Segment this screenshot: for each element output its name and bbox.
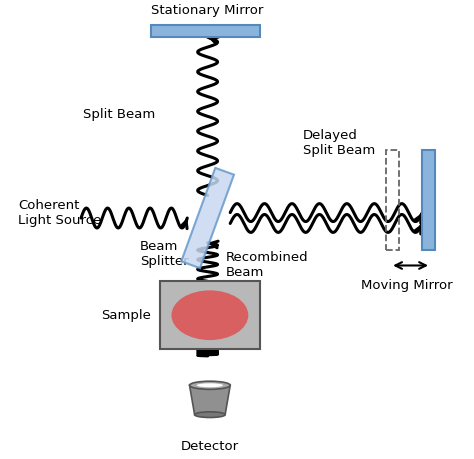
Ellipse shape xyxy=(197,383,223,387)
Ellipse shape xyxy=(172,291,248,340)
Text: Split Beam: Split Beam xyxy=(83,107,155,121)
Bar xyxy=(151,24,260,37)
Text: Stationary Mirror: Stationary Mirror xyxy=(151,4,264,17)
Text: Recombined
Beam: Recombined Beam xyxy=(226,252,308,280)
Polygon shape xyxy=(181,168,234,268)
Bar xyxy=(160,281,260,349)
Text: Coherent
Light Source: Coherent Light Source xyxy=(18,200,101,228)
Ellipse shape xyxy=(195,412,225,418)
Ellipse shape xyxy=(190,381,230,389)
Text: Sample: Sample xyxy=(101,309,151,322)
Bar xyxy=(422,150,435,250)
Text: Moving Mirror: Moving Mirror xyxy=(361,279,452,292)
Bar xyxy=(386,150,399,250)
Text: Beam
Splitter: Beam Splitter xyxy=(140,240,189,268)
Text: Delayed
Split Beam: Delayed Split Beam xyxy=(302,129,375,157)
Text: Detector: Detector xyxy=(181,440,239,453)
Polygon shape xyxy=(190,385,230,414)
